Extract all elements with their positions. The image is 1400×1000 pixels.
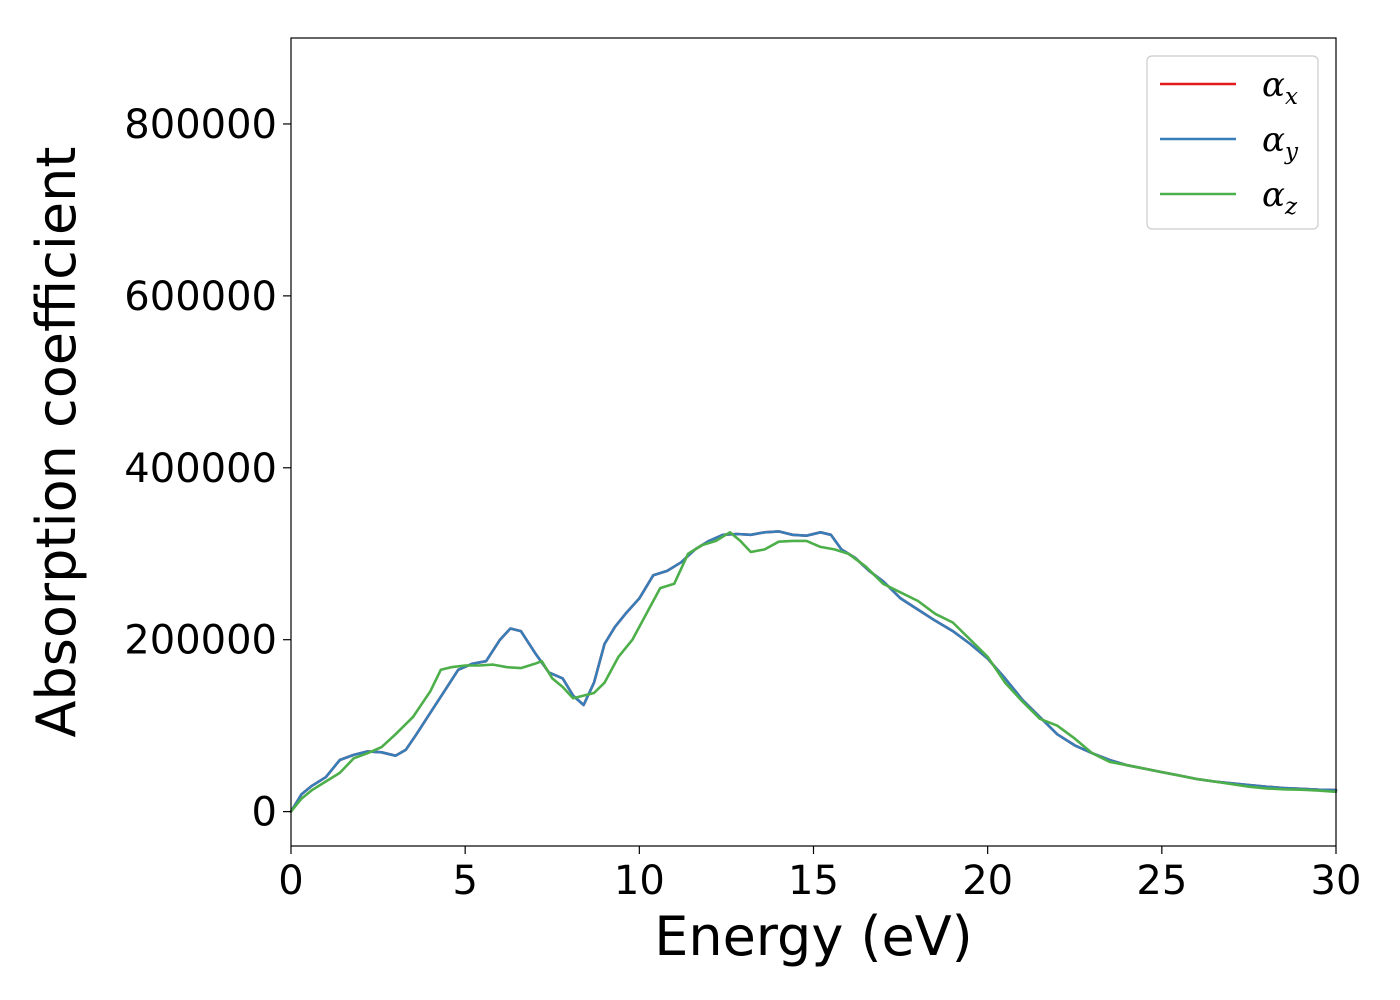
legend-label-y: αy	[1262, 120, 1299, 165]
y-tick-label: 800000	[124, 102, 277, 148]
x-tick-label: 5	[452, 858, 477, 904]
y-axis-label: Absorption coefficient	[25, 147, 88, 738]
legend-entries: αx αy αz	[1160, 65, 1299, 220]
series-line-z	[289, 531, 1338, 813]
y-tick-label: 0	[252, 790, 277, 836]
x-tick-label: 20	[962, 858, 1013, 904]
x-axis-label: Energy (eV)	[654, 905, 973, 968]
x-tick-label: 10	[614, 858, 665, 904]
legend-label-z: αz	[1262, 175, 1298, 220]
x-tick-label: 30	[1311, 858, 1362, 904]
x-tick-label: 0	[278, 858, 303, 904]
legend-box	[1146, 55, 1319, 230]
x-tick-label: 25	[1136, 858, 1187, 904]
x-tick-label: 15	[788, 858, 839, 904]
x-axis-ticks: 0 5 10 15 20 25 30	[278, 846, 1361, 904]
series-layer	[289, 530, 1338, 813]
y-tick-label: 200000	[124, 618, 277, 664]
legend: αx αy αz	[1146, 55, 1319, 230]
y-axis-ticks: 0 200000 400000 600000 800000	[124, 102, 291, 836]
y-tick-label: 600000	[124, 274, 277, 320]
legend-label-x: αx	[1262, 65, 1298, 110]
y-tick-label: 400000	[124, 446, 277, 492]
